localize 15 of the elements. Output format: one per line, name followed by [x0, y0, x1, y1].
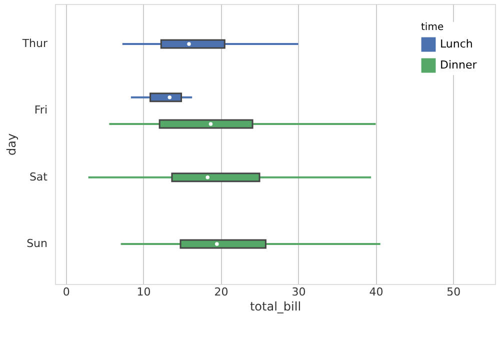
y-tick-label: Sun	[26, 237, 48, 250]
y-tick-label: Fri	[34, 104, 48, 117]
x-tick-label: 30	[292, 286, 306, 298]
x-tick-label: 0	[62, 286, 70, 298]
x-tick-label: 40	[369, 286, 384, 298]
legend-label: Dinner	[440, 58, 478, 72]
x-tick-label: 20	[214, 286, 228, 298]
y-tick-label: Thur	[21, 37, 48, 50]
x-tick-label: 50	[446, 286, 461, 298]
x-axis-title: total_bill	[250, 300, 302, 314]
y-tick-label: Sat	[29, 170, 48, 184]
legend-label: Lunch	[440, 38, 473, 50]
x-tick-label: 10	[136, 286, 151, 298]
y-axis-title: day	[4, 133, 18, 156]
legend-title: time	[421, 22, 444, 33]
